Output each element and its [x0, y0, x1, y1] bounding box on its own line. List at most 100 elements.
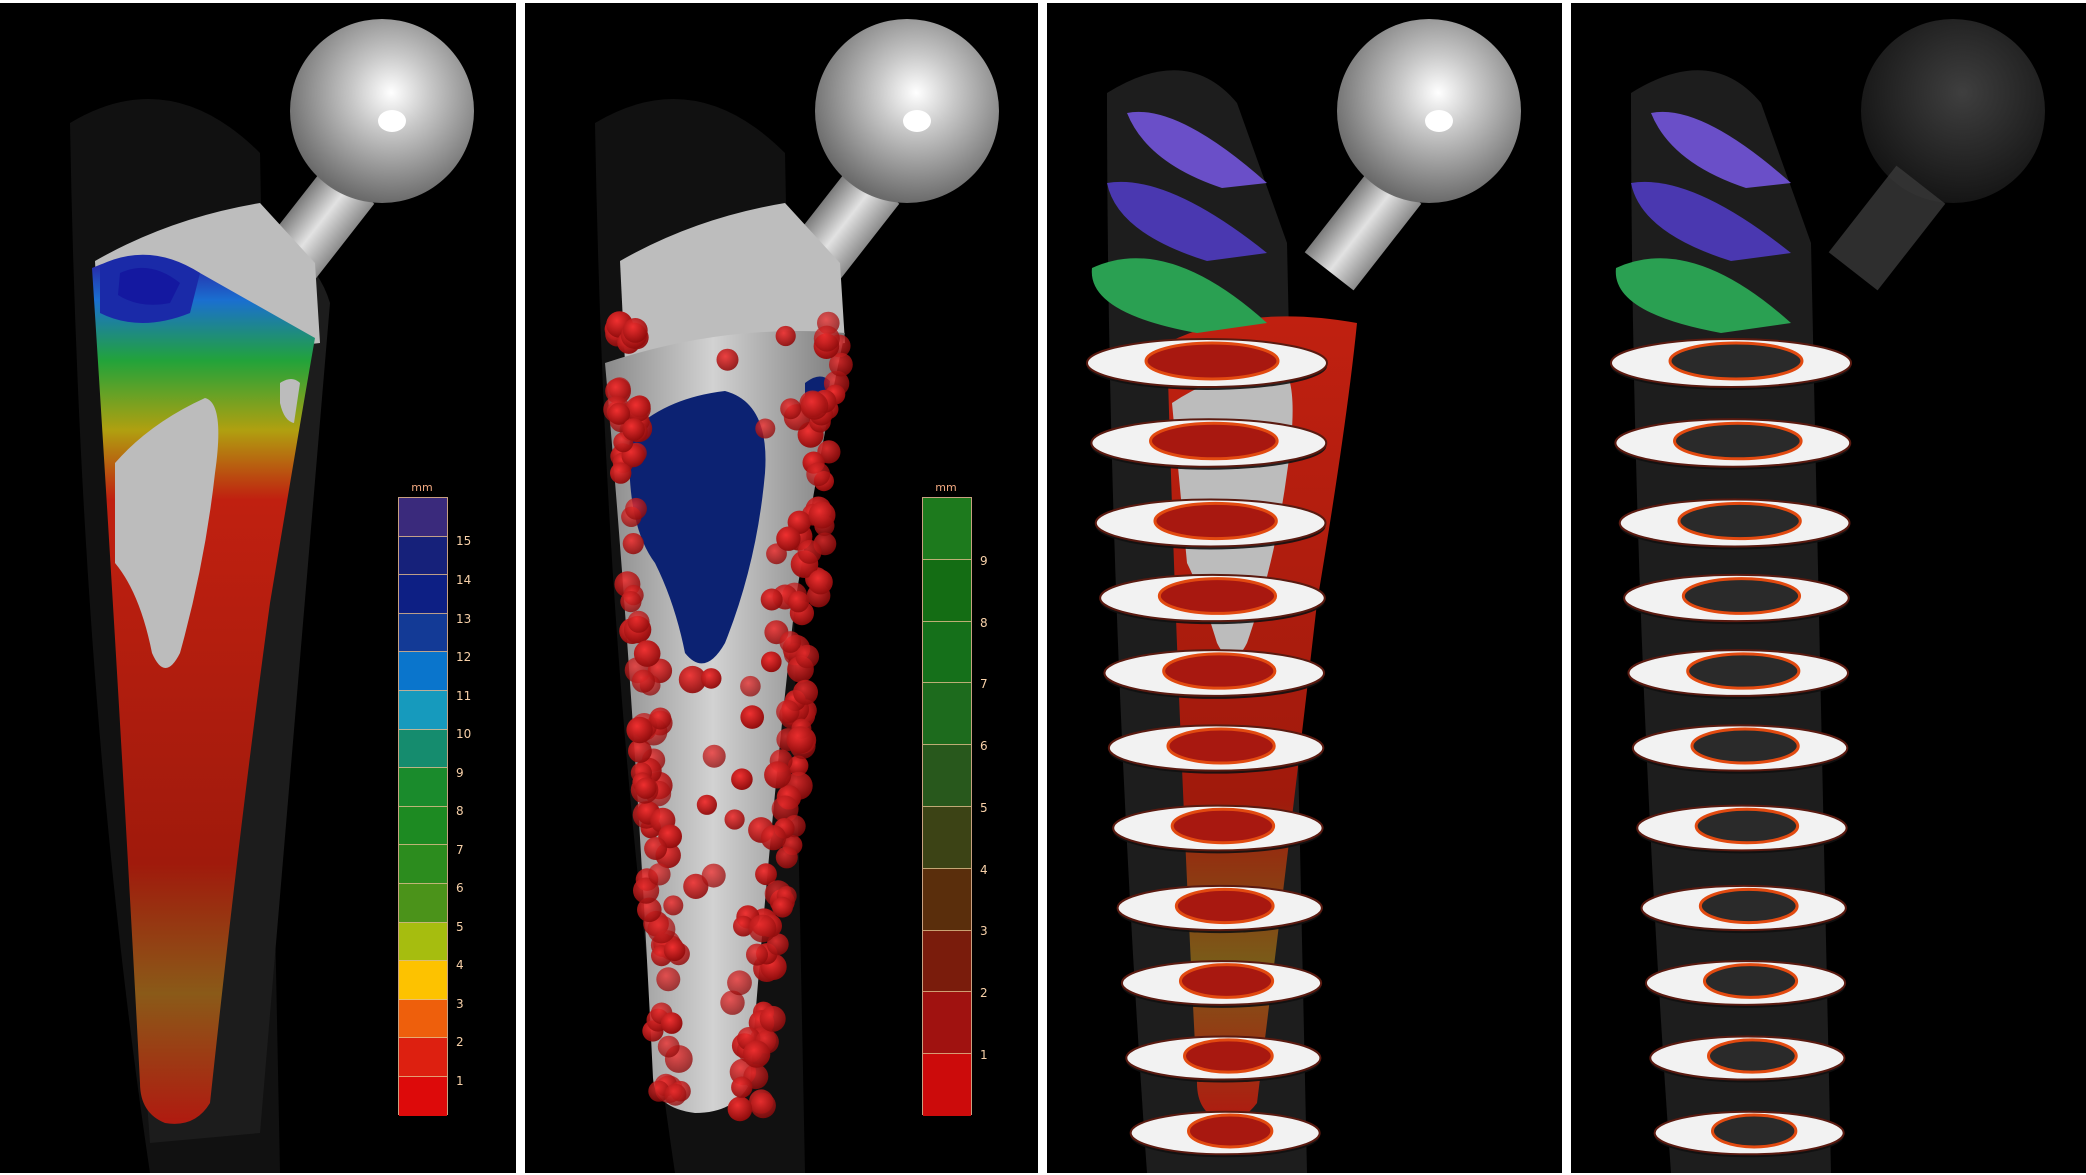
scale-cell — [399, 690, 447, 730]
scale-color-bar — [922, 497, 972, 1116]
scale-cell — [399, 1076, 447, 1116]
contact-point — [795, 644, 820, 669]
cross-sections-transparent-panel — [1571, 3, 2086, 1173]
contact-point — [776, 526, 801, 551]
scale-tick-label: 1 — [456, 1074, 464, 1088]
contact-points-panel: mm 9 8 7 6 5 4 3 2 1 — [525, 3, 1038, 1173]
contact-point — [760, 825, 787, 851]
contact-point — [750, 1092, 776, 1119]
contact-point — [683, 873, 709, 900]
contact-point — [663, 895, 684, 916]
scale-tick-label: 13 — [456, 612, 472, 626]
scale-tick-label: 2 — [980, 986, 988, 1000]
contact-point — [631, 669, 655, 693]
scale-cell — [923, 683, 971, 746]
scale-cell — [399, 845, 447, 884]
contact-point — [656, 967, 681, 992]
contact-point — [755, 863, 777, 886]
thickness-colormap-panel: mm 15 14 13 12 11 10 9 8 7 6 5 — [0, 3, 516, 1173]
scale-tick-label: 5 — [980, 801, 988, 815]
contact-point — [622, 533, 644, 555]
contact-point — [660, 1012, 683, 1034]
scale-cell — [399, 652, 447, 691]
scale-cell — [923, 498, 971, 560]
contact-point — [626, 716, 653, 744]
scale-cell — [399, 536, 447, 576]
contact-point — [720, 990, 745, 1015]
contact-point — [702, 744, 726, 768]
contact-point — [610, 462, 632, 484]
contact-point — [648, 1080, 670, 1102]
contact-point — [759, 1005, 786, 1032]
cross-section-slices — [1610, 338, 1852, 1158]
contact-point — [742, 1040, 771, 1068]
contact-point — [779, 631, 802, 653]
scale-cell — [399, 498, 447, 537]
scale-cell — [399, 768, 447, 807]
contact-point — [775, 846, 798, 869]
contact-point-markers — [603, 311, 853, 1122]
contact-point — [788, 755, 809, 776]
femur-stem-contact-render — [595, 19, 999, 1173]
contact-point — [700, 668, 722, 689]
contact-point — [740, 675, 761, 697]
scale-tick-label: 15 — [456, 534, 472, 548]
cross-sections-implant-panel — [1047, 3, 1562, 1173]
contact-point — [829, 352, 853, 377]
contact-point — [663, 939, 686, 962]
contact-point — [808, 501, 836, 529]
contact-point — [607, 402, 631, 425]
scale-tick-label: 5 — [456, 920, 464, 934]
scale-tick-label: 8 — [456, 804, 464, 818]
scale-tick-label: 9 — [456, 766, 464, 780]
contact-point — [776, 700, 800, 724]
contact-point — [793, 679, 818, 705]
contact-point — [696, 794, 717, 815]
scale-color-bar — [398, 497, 448, 1116]
contact-point — [622, 318, 648, 343]
contact-point — [633, 640, 661, 667]
contact-point — [806, 462, 831, 487]
distance-color-scale: mm 9 8 7 6 5 4 3 2 1 — [920, 481, 990, 1121]
scale-cell — [923, 745, 971, 807]
contact-point — [625, 396, 651, 422]
thickness-color-scale: mm 15 14 13 12 11 10 9 8 7 6 5 — [396, 481, 471, 1121]
cross-section-slices — [1086, 338, 1328, 1158]
scale-cell — [399, 806, 447, 846]
scale-tick-label: 6 — [456, 881, 464, 895]
contact-point — [664, 1083, 687, 1106]
scale-tick-label: 10 — [456, 727, 472, 741]
scale-cell — [399, 1038, 447, 1077]
scale-tick-label: 3 — [980, 924, 988, 938]
scale-cell — [923, 1054, 971, 1116]
contact-point — [764, 761, 792, 789]
contact-point — [755, 418, 776, 439]
contact-point — [731, 1076, 753, 1098]
scale-tick-label: 6 — [980, 739, 988, 753]
contact-point — [635, 777, 657, 799]
contact-point — [701, 863, 726, 888]
contact-point — [637, 897, 662, 923]
scale-tick-label: 1 — [980, 1048, 988, 1062]
contact-point — [786, 726, 814, 754]
contact-point — [780, 398, 802, 420]
scale-tick-label: 11 — [456, 689, 472, 703]
scale-tick-label: 9 — [980, 554, 988, 568]
contact-point — [724, 809, 745, 830]
femur-slices-implant-render — [1086, 19, 1521, 1173]
contact-point — [760, 588, 783, 611]
scale-cell — [923, 992, 971, 1055]
scale-tick-label: 14 — [456, 573, 472, 587]
scale-cell — [923, 806, 971, 869]
scale-cell — [399, 575, 447, 614]
scale-cell — [399, 729, 447, 769]
scale-cell — [399, 999, 447, 1039]
scale-cell — [923, 930, 971, 993]
scale-unit-label: mm — [411, 481, 433, 494]
contact-point — [727, 970, 752, 996]
contact-point — [766, 933, 789, 956]
scale-cell — [923, 559, 971, 622]
contact-point — [746, 943, 768, 966]
contact-point — [797, 539, 822, 564]
scale-tick-label: 4 — [980, 863, 988, 877]
